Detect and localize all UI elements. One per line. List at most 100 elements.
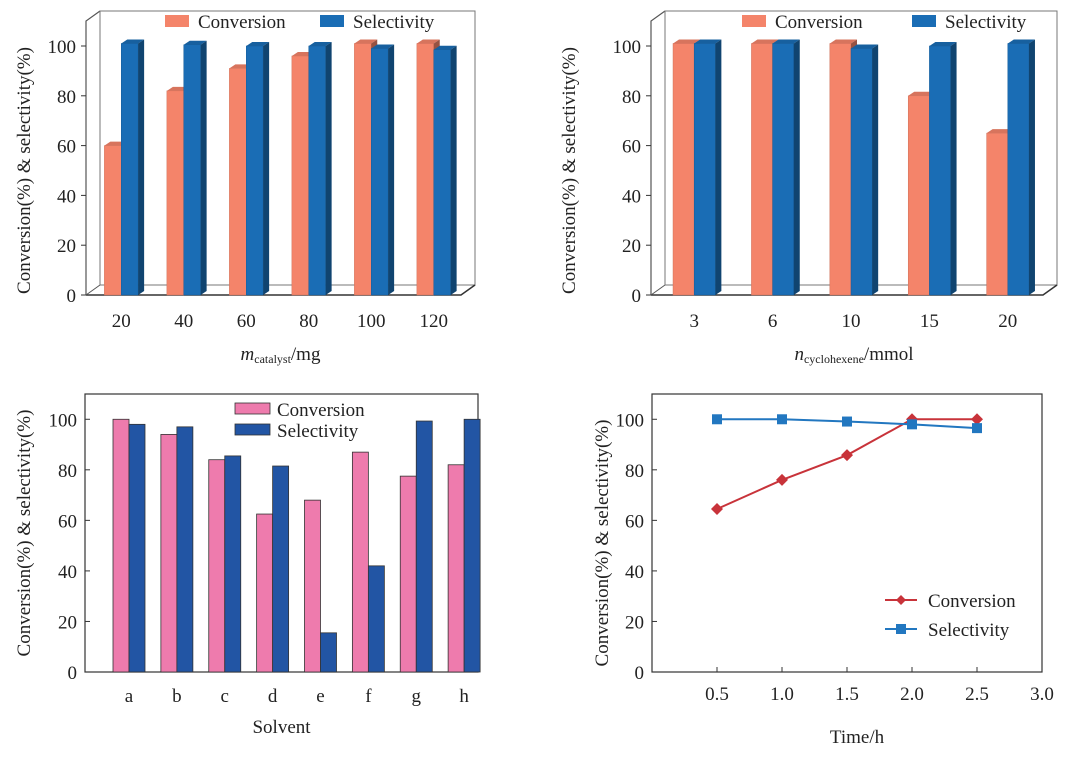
bar-selectivity-c [224, 455, 242, 673]
legend-label-selectivity: Selectivity [945, 12, 1027, 33]
bar-side-selectivity-80 [325, 42, 332, 295]
bar-top-selectivity-80 [308, 42, 332, 46]
x-tick-label: 0.5 [705, 684, 729, 705]
bar-side-selectivity-15 [950, 42, 957, 295]
y-tick-label: 60 [57, 137, 76, 158]
legend-label-conversion: Conversion [198, 12, 286, 33]
bar-conversion-f [351, 451, 369, 673]
legend-swatch-conversion [165, 15, 189, 27]
legend-swatch-conversion [234, 402, 271, 415]
bar-selectivity-20 [1007, 43, 1030, 296]
chart-solvent: 0 20 40 60 80 100 a b c d e f g h Conversion Selectivit… [0, 378, 540, 753]
bar-side-selectivity-3 [715, 39, 722, 296]
bar-top-selectivity-40 [183, 40, 207, 45]
bar-top-conversion-20 [986, 129, 1014, 134]
bar-conversion-10 [829, 43, 852, 296]
bar-selectivity-60 [246, 45, 264, 296]
back-wall [99, 10, 476, 286]
x-tick-label: 120 [420, 311, 449, 332]
chart-time: 0 20 40 60 80 100 0.5 1.0 1.5 2.0 2.5 3.0 Conversion… [545, 378, 1086, 753]
bar-side-selectivity-20 [138, 39, 145, 296]
y-tick-label: 80 [58, 461, 77, 482]
y-axis-label: Conversion(%) & selectivity(%) [14, 47, 35, 294]
bar-selectivity-e [320, 632, 337, 673]
bar-top-selectivity-15 [929, 42, 957, 46]
bar-selectivity-100 [371, 48, 389, 296]
legend-marker-conversion [896, 595, 906, 605]
legend-swatch-selectivity [320, 15, 344, 27]
chart-cyclohexene: 0 20 40 60 80 100 3 6 10 15 20 Conversion Selectivit… [545, 0, 1086, 375]
bar-selectivity-6 [772, 43, 795, 296]
floor-edge [85, 284, 101, 296]
point-selectivity [712, 414, 722, 425]
y-tick-label: 100 [48, 37, 77, 58]
y-tick-label: 80 [622, 87, 641, 108]
bar-side-selectivity-120 [450, 45, 457, 295]
y-tick-label: 20 [625, 612, 644, 633]
legend-label-conversion: Conversion [277, 400, 365, 421]
axis-x-line [86, 284, 476, 296]
chart-catalyst: 0 20 40 60 80 100 20 40 60 80 100 120 Conversion Sele… [0, 0, 540, 375]
legend-label-selectivity: Selectivity [928, 620, 1010, 641]
chart-solvent-svg: 0 20 40 60 80 100 a b c d e f g h ConversionSelectivit… [14, 393, 481, 738]
legend-label-conversion: Conversion [775, 12, 863, 33]
y-tick-label: 80 [625, 461, 644, 482]
bar-selectivity-3 [693, 43, 716, 296]
x-axis-label: ncyclohexene/mmol [794, 344, 913, 366]
bar-top-conversion-6 [751, 39, 779, 44]
bar-top-selectivity-6 [772, 39, 800, 44]
point-conversion [776, 473, 788, 486]
bar-side-selectivity-10 [872, 44, 879, 295]
legend-swatch-selectivity [912, 15, 936, 27]
y-tick-label: 100 [613, 37, 642, 58]
x-tick-label: b [172, 686, 182, 707]
bar-selectivity-20 [121, 43, 139, 296]
bar-top-conversion-15 [908, 91, 936, 96]
y-tick-label: 40 [58, 562, 77, 583]
legend-marker-selectivity [896, 624, 906, 634]
x-tick-label: 1.0 [770, 684, 794, 705]
y-tick-label: 0 [68, 663, 78, 684]
x-tick-label: 1.5 [835, 684, 859, 705]
bar-conversion-3 [672, 43, 695, 296]
bar-selectivity-15 [929, 45, 951, 296]
y-tick-label: 60 [622, 137, 641, 158]
bar-conversion-c [208, 459, 226, 673]
y-tick-label: 80 [57, 87, 76, 108]
chart-cyclohexene-svg: 0 20 40 60 80 100 3 6 10 15 20 Conversion Selectivit… [559, 10, 1058, 366]
bar-selectivity-f [367, 565, 385, 673]
bar-conversion-6 [751, 43, 773, 296]
bar-conversion-d [256, 513, 274, 673]
bar-top-selectivity-10 [851, 44, 879, 49]
x-tick-label: 100 [357, 311, 386, 332]
axis-y-line [650, 10, 666, 295]
chart-time-svg: 0 20 40 60 80 100 0.5 1.0 1.5 2.0 2.5 3.0 Conversion… [592, 393, 1054, 748]
bar-conversion-60 [229, 68, 247, 296]
y-axis-label: Conversion(%) & selectivity(%) [14, 410, 35, 657]
point-conversion [906, 413, 918, 426]
axis-y-line [85, 10, 101, 295]
bar-conversion-20 [104, 145, 122, 296]
line-conversion [716, 418, 977, 510]
x-axis-label: mcatalyst/mg [241, 344, 321, 366]
bar-top-conversion-10 [829, 39, 857, 44]
bar-selectivity-g [415, 420, 433, 673]
x-tick-label: e [316, 686, 324, 707]
bar-top-selectivity-100 [371, 44, 395, 49]
bar-conversion-15 [907, 95, 930, 296]
x-tick-label: 60 [237, 311, 256, 332]
bar-conversion-40 [166, 90, 184, 296]
x-axis-label: Time/h [830, 727, 885, 748]
y-tick-label: 100 [49, 410, 78, 431]
x-tick-label: 10 [842, 311, 861, 332]
x-tick-label: g [412, 686, 422, 707]
x-tick-label: 20 [998, 311, 1017, 332]
bar-selectivity-40 [183, 44, 201, 296]
x-tick-label: 80 [299, 311, 318, 332]
y-tick-label: 20 [622, 236, 641, 257]
bar-top-conversion-120 [416, 39, 440, 44]
x-tick-label: d [268, 686, 278, 707]
x-tick-label: a [125, 686, 134, 707]
bar-selectivity-b [176, 426, 194, 673]
x-tick-label: 3 [689, 311, 699, 332]
